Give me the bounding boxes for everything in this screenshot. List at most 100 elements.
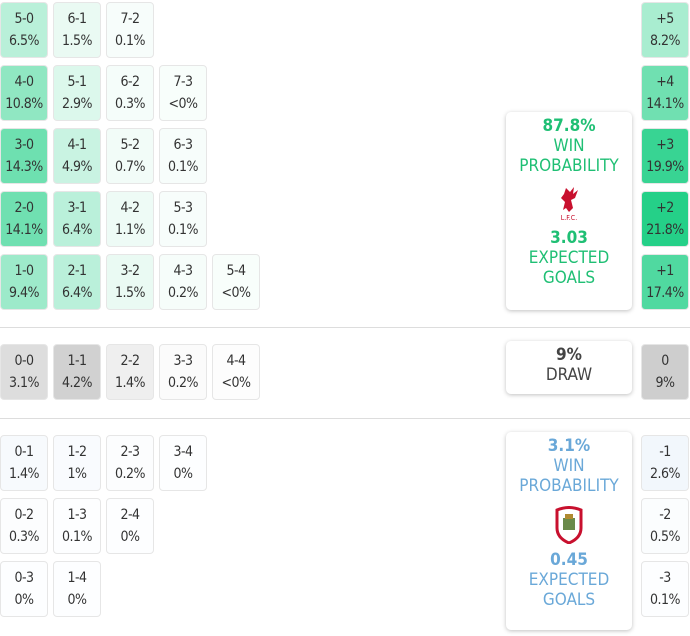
margin-cell: 0 9%: [641, 344, 689, 400]
cell-label: 1-0: [14, 263, 34, 279]
cell-label: 2-2: [120, 353, 140, 369]
away-summary-card: 3.1% WIN PROBABILITY 0.45 EXPECTED GOALS: [506, 432, 632, 630]
cell-probability: 1.5%: [62, 33, 93, 49]
cell-probability: 6.4%: [62, 222, 93, 238]
scoreline-cell: 3-4 0%: [159, 435, 207, 491]
cell-probability: 3.1%: [9, 375, 40, 391]
cell-probability: 0.1%: [62, 529, 93, 545]
cell-probability: 1.1%: [115, 222, 146, 238]
cell-probability: 0.3%: [115, 96, 146, 112]
cell-probability: 0.1%: [168, 222, 199, 238]
scoreline-cell: 5-4 <0%: [212, 254, 260, 310]
scoreline-cell: 3-3 0.2%: [159, 344, 207, 400]
cell-probability: 0%: [120, 529, 140, 545]
cell-label: 0-3: [14, 570, 34, 586]
divider: [0, 327, 690, 328]
draw-label: DRAW: [545, 365, 593, 385]
cell-probability: 1.4%: [9, 466, 40, 482]
expected-label: EXPECTED: [528, 248, 610, 268]
margin-cell: -1 2.6%: [641, 435, 689, 491]
margin-cell: +1 17.4%: [641, 254, 689, 310]
scoreline-cell: 1-3 0.1%: [53, 498, 101, 554]
cell-probability: 0%: [67, 592, 87, 608]
scoreline-cell: 5-3 0.1%: [159, 191, 207, 247]
cell-probability: <0%: [221, 375, 251, 391]
cell-probability: 0.2%: [115, 466, 146, 482]
home-expected-goals: 3.03: [550, 228, 588, 248]
cell-label: 6-2: [120, 74, 140, 90]
cell-label: +3: [656, 137, 674, 153]
cell-probability: 6.4%: [62, 285, 93, 301]
away-expected-goals: 0.45: [550, 550, 588, 570]
cell-label: 5-1: [67, 74, 87, 90]
cell-probability: 8.2%: [650, 33, 681, 49]
margin-cell: -3 0.1%: [641, 561, 689, 617]
cell-label: -2: [659, 507, 671, 523]
cell-label: 4-3: [173, 263, 193, 279]
cell-label: 2-0: [14, 200, 34, 216]
cell-label: 7-2: [120, 11, 140, 27]
divider: [0, 418, 690, 419]
cell-label: 3-2: [120, 263, 140, 279]
cell-label: +1: [656, 263, 674, 279]
cell-probability: 0.5%: [650, 529, 681, 545]
cell-label: 4-1: [67, 137, 87, 153]
home-summary-card: 87.8% WIN PROBABILITY L.F.C. 3.03 EXPECT…: [506, 112, 632, 310]
cell-probability: 2.6%: [650, 466, 681, 482]
cell-probability: <0%: [221, 285, 251, 301]
svg-text:L.F.C.: L.F.C.: [561, 214, 577, 222]
scoreline-cell: 3-2 1.5%: [106, 254, 154, 310]
cell-label: 2-3: [120, 444, 140, 460]
cell-probability: 17.4%: [646, 285, 684, 301]
scoreline-cell: 4-1 4.9%: [53, 128, 101, 184]
scoreline-cell: 2-1 6.4%: [53, 254, 101, 310]
cell-probability: 2.9%: [62, 96, 93, 112]
cell-label: 5-0: [14, 11, 34, 27]
goals-label: GOALS: [542, 268, 596, 288]
scoreline-cell: 4-2 1.1%: [106, 191, 154, 247]
cell-label: 0: [661, 353, 669, 369]
cell-label: 3-0: [14, 137, 34, 153]
scoreline-cell: 7-3 <0%: [159, 65, 207, 121]
scoreline-cell: 6-1 1.5%: [53, 2, 101, 58]
cell-label: 4-4: [226, 353, 246, 369]
scoreline-cell: 4-3 0.2%: [159, 254, 207, 310]
scoreline-cell: 1-2 1%: [53, 435, 101, 491]
barnsley-crest-icon: [555, 506, 583, 544]
scoreline-cell: 5-0 6.5%: [0, 2, 48, 58]
cell-probability: 0.7%: [115, 159, 146, 175]
margin-cell: -2 0.5%: [641, 498, 689, 554]
scoreline-cell: 4-4 <0%: [212, 344, 260, 400]
margin-cell: +2 21.8%: [641, 191, 689, 247]
cell-label: 6-1: [67, 11, 87, 27]
cell-label: -3: [659, 570, 671, 586]
scoreline-cell: 0-1 1.4%: [0, 435, 48, 491]
cell-label: 0-2: [14, 507, 34, 523]
cell-label: +5: [656, 11, 674, 27]
cell-label: +4: [656, 74, 674, 90]
liverpool-crest-icon: L.F.C.: [561, 187, 578, 222]
margin-cell: +5 8.2%: [641, 2, 689, 58]
cell-probability: 21.8%: [646, 222, 684, 238]
cell-label: 1-4: [67, 570, 87, 586]
cell-label: 1-2: [67, 444, 87, 460]
scoreline-cell: 5-1 2.9%: [53, 65, 101, 121]
win-label: WIN: [553, 136, 585, 156]
cell-probability: 9.4%: [9, 285, 40, 301]
cell-label: 2-4: [120, 507, 140, 523]
scoreline-cell: 1-0 9.4%: [0, 254, 48, 310]
scoreline-cell: 6-3 0.1%: [159, 128, 207, 184]
cell-probability: 0.2%: [168, 375, 199, 391]
cell-probability: 1.5%: [115, 285, 146, 301]
scoreline-cell: 2-3 0.2%: [106, 435, 154, 491]
scoreline-cell: 2-4 0%: [106, 498, 154, 554]
cell-label: -1: [659, 444, 671, 460]
probability-label: PROBABILITY: [519, 476, 619, 496]
scoreline-cell: 7-2 0.1%: [106, 2, 154, 58]
scoreline-cell: 3-1 6.4%: [53, 191, 101, 247]
cell-label: 0-0: [14, 353, 34, 369]
cell-label: 4-0: [14, 74, 34, 90]
cell-probability: 0.1%: [650, 592, 681, 608]
cell-label: 5-4: [226, 263, 246, 279]
cell-label: 5-3: [173, 200, 193, 216]
